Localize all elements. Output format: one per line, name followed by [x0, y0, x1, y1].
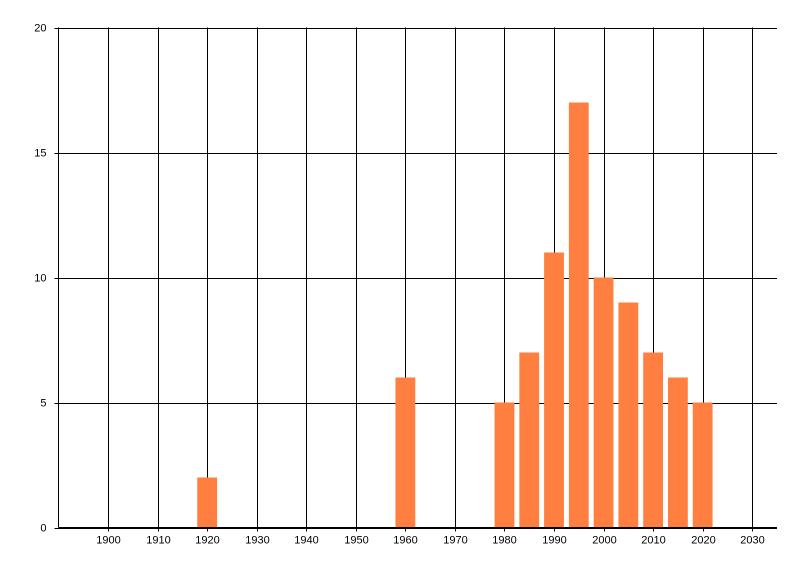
x-tick-label: 1990 — [542, 534, 566, 546]
bar — [197, 477, 218, 528]
bar — [568, 102, 589, 528]
bar — [667, 377, 688, 528]
y-tick-label: 5 — [40, 397, 46, 409]
x-tick-label: 1910 — [146, 534, 170, 546]
x-tick-label: 1940 — [294, 534, 318, 546]
x-tick-label: 1920 — [195, 534, 219, 546]
x-tick-label: 1960 — [393, 534, 417, 546]
bar — [618, 302, 639, 528]
x-tick-label: 1970 — [443, 534, 467, 546]
x-tick-label: 2020 — [691, 534, 715, 546]
x-tick-label: 1950 — [344, 534, 368, 546]
x-tick-label: 2010 — [641, 534, 665, 546]
y-tick-label: 15 — [34, 147, 46, 159]
x-tick-label: 2000 — [592, 534, 616, 546]
bar — [593, 277, 614, 528]
x-tick-label: 2030 — [740, 534, 764, 546]
bar — [544, 252, 564, 528]
bar — [494, 402, 515, 528]
y-tick-label: 10 — [34, 272, 46, 284]
bar — [643, 352, 664, 528]
bar — [519, 352, 540, 528]
x-tick-label: 1930 — [245, 534, 269, 546]
y-tick-label: 20 — [34, 22, 46, 34]
bar — [692, 402, 713, 528]
x-tick-label: 1980 — [492, 534, 516, 546]
y-tick-label: 0 — [40, 522, 46, 534]
x-tick-label: 1900 — [96, 534, 120, 546]
bar — [395, 377, 416, 528]
